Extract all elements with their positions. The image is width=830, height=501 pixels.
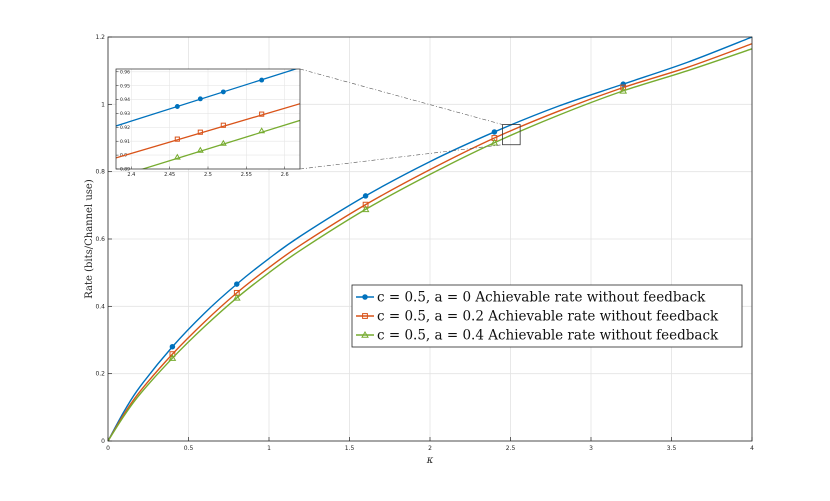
inset-series-0-line (116, 69, 298, 127)
legend: c = 0.5, a = 0 Achievable rate without f… (351, 284, 743, 348)
y-tick-label: 0 (101, 438, 105, 445)
zoom-box (502, 124, 521, 146)
inset-series-1-marker (174, 136, 180, 142)
series-0-marker (491, 129, 498, 135)
y-axis-label: Rate (bits/Channel use) (84, 179, 95, 299)
series-1-marker (620, 84, 627, 91)
series-1-marker (169, 351, 176, 358)
series-0-marker (362, 193, 369, 199)
x-tick-label: 0.5 (184, 445, 194, 452)
inset-series-0-marker (220, 89, 226, 95)
y-tick-label: 1 (101, 101, 105, 108)
series-2-marker (232, 293, 241, 301)
inset-series-1-marker (220, 122, 226, 128)
series-1-line (107, 43, 753, 442)
inset-x-tick-label: 2.6 (281, 172, 289, 178)
inset-series-0-marker (174, 104, 180, 109)
inset-x-tick-label: 2.55 (241, 172, 252, 178)
inset-series-2-line (140, 119, 300, 169)
legend-box (351, 284, 743, 348)
zoom-connector-top (299, 68, 503, 125)
legend-item-2-marker (361, 330, 369, 338)
inset-y-tick-label: 0.95 (120, 83, 130, 89)
inset-frame (115, 68, 301, 170)
y-tick-label: 0.2 (95, 371, 105, 378)
inset-plot: 2.42.452.52.552.60.890.90.910.920.930.94… (115, 68, 301, 178)
inset-y-tick-label: 0.94 (120, 97, 130, 103)
inset-x-tick-label: 2.4 (127, 172, 135, 178)
legend-item-1-marker (362, 313, 368, 319)
y-tick-label: 0.8 (95, 169, 105, 176)
y-tick-label: 0.6 (95, 236, 105, 243)
zoom-connector-bottom (299, 144, 503, 170)
plot-frame (107, 36, 753, 442)
main-series-group (107, 36, 753, 442)
legend-item-2-label: c = 0.5, a = 0.4 Achievable rate without… (377, 328, 719, 344)
x-tick-label: 4 (750, 445, 754, 452)
inset-x-tick-label: 2.5 (204, 172, 212, 178)
inset-series-1-line (116, 103, 300, 159)
x-tick-label: 2 (428, 445, 432, 452)
inset-series-2-marker (173, 153, 181, 160)
inset-y-tick-label: 0.91 (120, 139, 130, 145)
x-tick-label: 0 (106, 445, 110, 452)
inset-series-0-marker (259, 77, 265, 83)
legend-item-0-label: c = 0.5, a = 0 Achievable rate without f… (377, 290, 706, 306)
x-tick-label: 2.5 (506, 445, 516, 452)
y-tick-label: 0.4 (95, 303, 105, 310)
inset-y-tick-label: 0.93 (120, 111, 130, 117)
inset-y-tick-label: 0.92 (120, 125, 130, 131)
series-0-line (107, 36, 753, 442)
x-tick-label: 3.5 (667, 445, 677, 452)
legend-item-0-marker (362, 294, 368, 300)
series-2-line (107, 48, 753, 442)
inset-series-group (116, 69, 300, 169)
inset-y-tick-label: 0.96 (120, 69, 130, 75)
series-2-marker (168, 354, 177, 361)
x-tick-label: 1 (267, 445, 271, 452)
series-2-marker (361, 205, 370, 213)
series-2-marker (490, 138, 499, 146)
series-0-marker (234, 281, 240, 287)
inset-series-2-marker (258, 127, 266, 134)
x-tick-label: 1.5 (345, 445, 355, 452)
legend-item-1-label: c = 0.5, a = 0.2 Achievable rate without… (377, 309, 719, 325)
main-grid (107, 36, 753, 442)
series-0-marker (620, 81, 626, 87)
x-axis-label: κ (426, 455, 434, 466)
inset-series-2-marker (219, 139, 227, 146)
x-tick-label: 3 (589, 445, 593, 452)
inset-series-2-marker (196, 146, 204, 153)
series-0-marker (169, 343, 176, 350)
inset-y-tick-label: 0.89 (120, 167, 130, 173)
y-tick-label: 1.2 (95, 34, 105, 41)
series-2-marker (619, 86, 628, 94)
main-axes: 0 0.5 1 1.5 2 2.5 3 3.5 4 0 0.2 0.4 0.6 0.8 1 1.2 κ Rate … (84, 34, 754, 466)
inset-x-tick-label: 2.45 (164, 172, 175, 178)
inset-series-0-marker (197, 96, 203, 102)
inset-series-1-marker (197, 129, 203, 135)
inset-series-1-marker (259, 111, 265, 117)
zoom-connectors (299, 68, 521, 170)
